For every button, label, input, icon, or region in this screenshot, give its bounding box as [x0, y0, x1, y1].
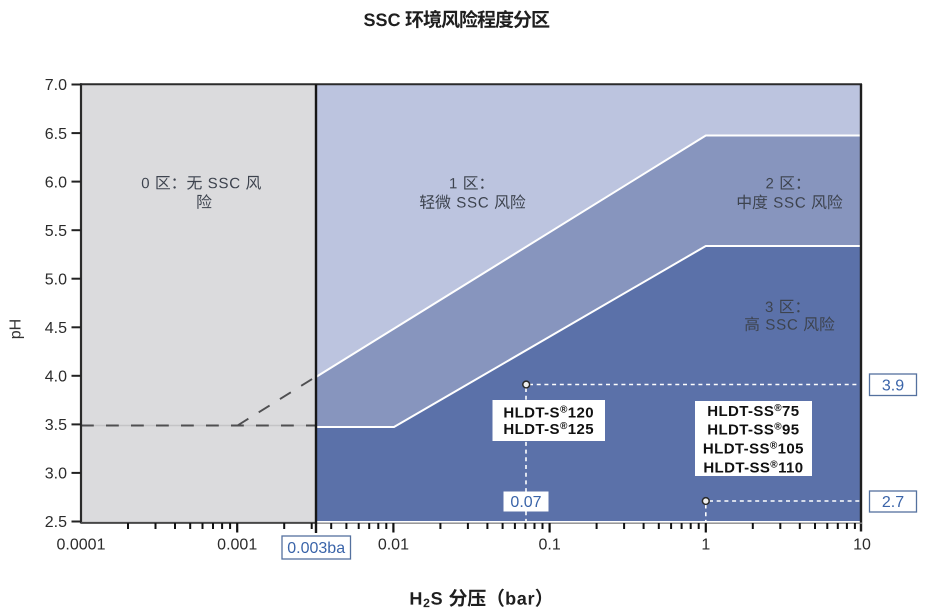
- svg-text:0.003ba: 0.003ba: [287, 540, 345, 557]
- svg-text:4.5: 4.5: [45, 320, 67, 337]
- svg-text:HLDT-SS®105: HLDT-SS®105: [703, 440, 804, 458]
- svg-text:2.7: 2.7: [882, 494, 904, 511]
- svg-text:0.01: 0.01: [378, 537, 409, 554]
- svg-text:HLDT-SS®75: HLDT-SS®75: [707, 402, 799, 420]
- svg-text:4.0: 4.0: [45, 369, 67, 386]
- svg-text:1: 1: [701, 537, 710, 554]
- svg-text:0.1: 0.1: [538, 537, 560, 554]
- svg-text:0.0001: 0.0001: [57, 537, 106, 554]
- svg-text:10: 10: [853, 537, 871, 554]
- svg-text:3.0: 3.0: [45, 466, 67, 483]
- svg-text:HLDT-SS®110: HLDT-SS®110: [703, 459, 803, 477]
- svg-text:HLDT-S®125: HLDT-S®125: [503, 421, 594, 439]
- svg-text:HLDT-S®120: HLDT-S®120: [503, 404, 594, 422]
- svg-text:0.001: 0.001: [217, 537, 257, 554]
- svg-text:0.07: 0.07: [510, 494, 541, 511]
- svg-text:5.5: 5.5: [45, 223, 67, 240]
- svg-text:HLDT-SS®95: HLDT-SS®95: [707, 421, 799, 439]
- svg-text:3.9: 3.9: [882, 378, 904, 395]
- svg-text:6.0: 6.0: [45, 174, 67, 191]
- svg-text:2.5: 2.5: [45, 514, 67, 531]
- svg-text:5.0: 5.0: [45, 271, 67, 288]
- svg-text:6.5: 6.5: [45, 126, 67, 143]
- svg-text:7.0: 7.0: [45, 77, 67, 94]
- svg-text:pH: pH: [8, 319, 25, 339]
- svg-text:3.5: 3.5: [45, 417, 67, 434]
